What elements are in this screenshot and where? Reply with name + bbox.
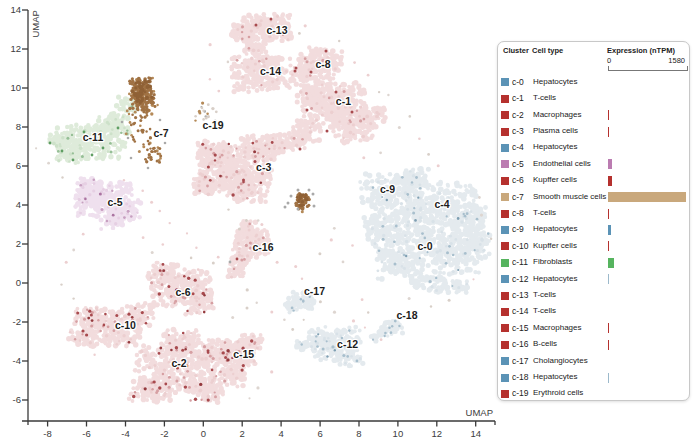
svg-text:-4: -4: [121, 428, 129, 439]
svg-text:8: 8: [16, 121, 21, 132]
svg-text:2: 2: [16, 238, 21, 249]
svg-text:c-13: c-13: [266, 24, 287, 36]
svg-text:14: 14: [470, 428, 481, 439]
svg-text:-8: -8: [43, 428, 51, 439]
svg-text:12: 12: [432, 428, 443, 439]
svg-text:-2: -2: [160, 428, 168, 439]
svg-text:c-3: c-3: [256, 161, 271, 173]
svg-text:12: 12: [10, 43, 21, 54]
svg-text:2: 2: [240, 428, 245, 439]
svg-text:14: 14: [10, 4, 21, 15]
svg-text:8: 8: [356, 428, 361, 439]
svg-text:c-11: c-11: [83, 131, 104, 143]
svg-text:c-19: c-19: [202, 119, 223, 131]
svg-text:10: 10: [393, 428, 404, 439]
svg-text:-4: -4: [13, 355, 21, 366]
svg-text:c-9: c-9: [380, 183, 395, 195]
svg-text:UMAP: UMAP: [30, 10, 41, 37]
svg-text:c-1: c-1: [336, 95, 351, 107]
svg-text:c-7: c-7: [153, 127, 168, 139]
svg-text:c-6: c-6: [175, 286, 190, 298]
svg-text:6: 6: [317, 428, 322, 439]
svg-text:0: 0: [16, 277, 21, 288]
svg-text:6: 6: [16, 160, 21, 171]
svg-text:c-18: c-18: [396, 309, 417, 321]
svg-text:c-10: c-10: [115, 319, 136, 331]
svg-text:c-0: c-0: [417, 240, 432, 252]
svg-text:c-4: c-4: [434, 198, 449, 210]
svg-text:c-8: c-8: [315, 58, 330, 70]
svg-text:4: 4: [16, 199, 21, 210]
svg-text:c-14: c-14: [260, 65, 281, 77]
svg-text:10: 10: [10, 82, 21, 93]
svg-text:-6: -6: [82, 428, 90, 439]
svg-text:c-15: c-15: [233, 348, 254, 360]
svg-text:0: 0: [201, 428, 206, 439]
svg-text:c-16: c-16: [252, 241, 273, 253]
svg-text:-6: -6: [13, 394, 21, 405]
svg-text:c-2: c-2: [171, 357, 186, 369]
svg-text:UMAP: UMAP: [466, 407, 493, 418]
svg-text:-2: -2: [13, 316, 21, 327]
svg-text:c-17: c-17: [304, 285, 325, 297]
svg-text:c-12: c-12: [337, 338, 358, 350]
svg-text:c-5: c-5: [107, 196, 122, 208]
svg-text:4: 4: [278, 428, 283, 439]
